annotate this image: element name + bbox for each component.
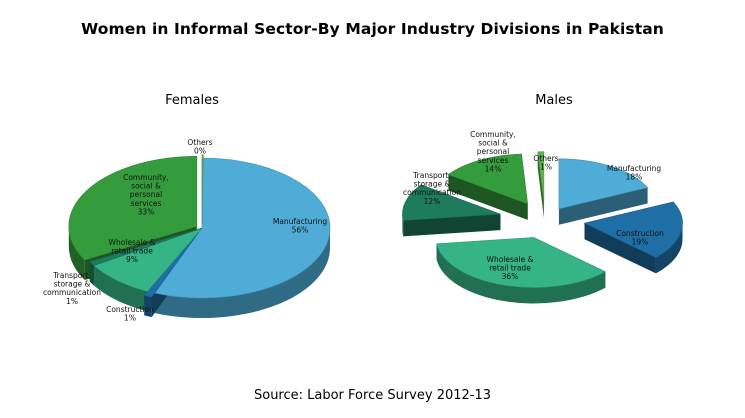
females-wholesale-retail-trade-rim [93, 265, 148, 312]
females-pie: Manufacturing 56% Construction 1% Wholesale … [43, 138, 331, 323]
males-chart-title: Males [535, 93, 573, 108]
females-label-wholesale-retail-trade: Wholesale & retail trade 9% [109, 238, 156, 264]
main-title: Women in Informal Sector-By Major Indust… [81, 20, 664, 38]
females-label-construction: Construction 1% [106, 305, 154, 323]
males-label-others: Others 1% [533, 154, 558, 172]
males-others-wall [537, 151, 544, 218]
males-wholesale-retail-trade-rim [436, 243, 606, 304]
males-label-community-social-personal-services: Community, social & personal services 14% [470, 130, 516, 173]
females-label-transport-storage-communication: Transport, storage & communication 1% [43, 271, 101, 306]
males-slice-manufacturing [558, 158, 649, 210]
females-chart-title: Females [165, 93, 219, 108]
males-construction-rim [655, 223, 683, 274]
males-slice-tops [402, 151, 683, 288]
males-construction-wall [584, 223, 656, 274]
females-slice-construction [143, 231, 200, 298]
males-label-transport-storage-communication: Transport, storage & communication 12% [403, 171, 461, 206]
males-slice-construction [583, 201, 683, 258]
females-slice-labels: Manufacturing 56% Construction 1% Wholesale … [43, 138, 327, 323]
males-community-social-personal-services-wall [448, 174, 528, 220]
females-slice-transport-storage-communication [89, 227, 203, 266]
males-slice-community-social-personal-services [447, 153, 529, 205]
females-label-others: Others 0% [187, 138, 212, 156]
females-slice-tops [68, 154, 331, 299]
females-community-social-personal-services-rim [68, 226, 85, 281]
females-slice-community-social-personal-services [68, 156, 198, 261]
females-slice-manufacturing [154, 157, 331, 299]
males-slice-transport-storage-communication [402, 184, 501, 221]
males-slice-others [537, 151, 545, 202]
males-label-construction: Construction 19% [616, 229, 664, 247]
males-slice-labels: Manufacturing 18% Construction 19% Wholesale… [403, 130, 664, 281]
females-transport-storage-communication-rim [89, 261, 94, 286]
males-slice-wholesale-retail-trade [436, 237, 606, 288]
males-label-wholesale-retail-trade: Wholesale & retail trade 36% [487, 255, 534, 281]
males-label-manufacturing: Manufacturing 18% [607, 164, 662, 182]
females-manufacturing-rim [154, 228, 330, 319]
females-label-community-social-personal-services: Community, social & personal services 33% [123, 173, 169, 216]
source-note: Source: Labor Force Survey 2012-13 [253, 388, 492, 403]
females-construction-rim [144, 295, 152, 318]
males-manufacturing-wall [558, 187, 648, 225]
females-slice-others [201, 154, 204, 225]
females-label-manufacturing: Manufacturing 56% [273, 217, 328, 235]
males-pie: Manufacturing 18% Construction 19% Wholesale… [402, 130, 683, 304]
